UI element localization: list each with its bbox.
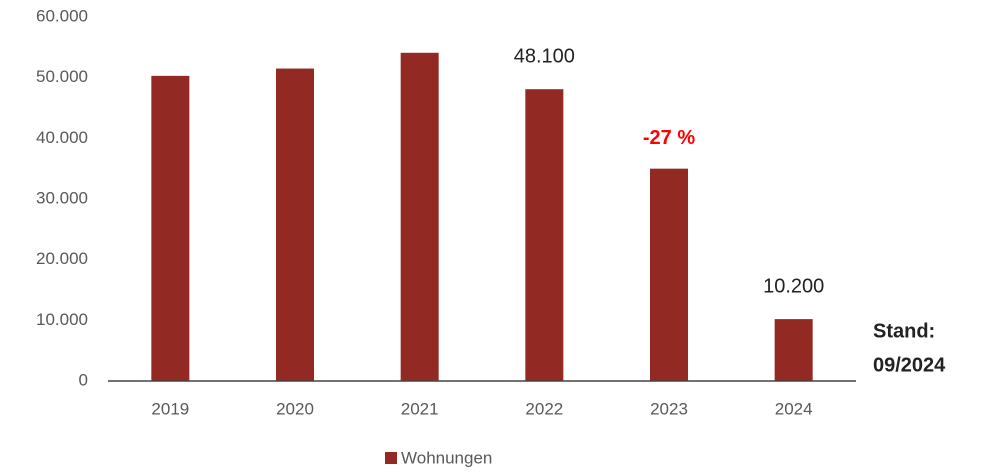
x-tick-label: 2021: [401, 399, 439, 418]
bar: [276, 68, 314, 382]
y-tick-label: 40.000: [36, 128, 88, 147]
data-label: 10.200: [763, 275, 824, 297]
annotation: Stand:: [873, 320, 935, 342]
annotation: -27 %: [643, 127, 695, 149]
y-tick-label: 30.000: [36, 188, 88, 207]
x-tick-label: 2023: [650, 399, 688, 418]
y-tick-label: 10.000: [36, 310, 88, 329]
annotation: 09/2024: [873, 354, 946, 376]
x-tick-label: 2022: [525, 399, 563, 418]
x-tick-label: 2019: [151, 399, 189, 418]
legend-swatch: [385, 452, 397, 464]
bar: [400, 52, 439, 381]
legend-label: Wohnungen: [401, 448, 492, 467]
y-tick-label: 20.000: [36, 249, 88, 268]
y-tick-label: 0: [79, 370, 88, 389]
x-tick-label: 2024: [775, 399, 813, 418]
y-tick-label: 60.000: [36, 6, 88, 25]
bar: [151, 75, 190, 381]
y-tick-label: 50.000: [36, 67, 88, 86]
x-tick-label: 2020: [276, 399, 314, 418]
bar: [650, 168, 688, 381]
bar: [525, 89, 564, 382]
bar: [774, 319, 813, 381]
data-label: 48.100: [514, 45, 575, 67]
